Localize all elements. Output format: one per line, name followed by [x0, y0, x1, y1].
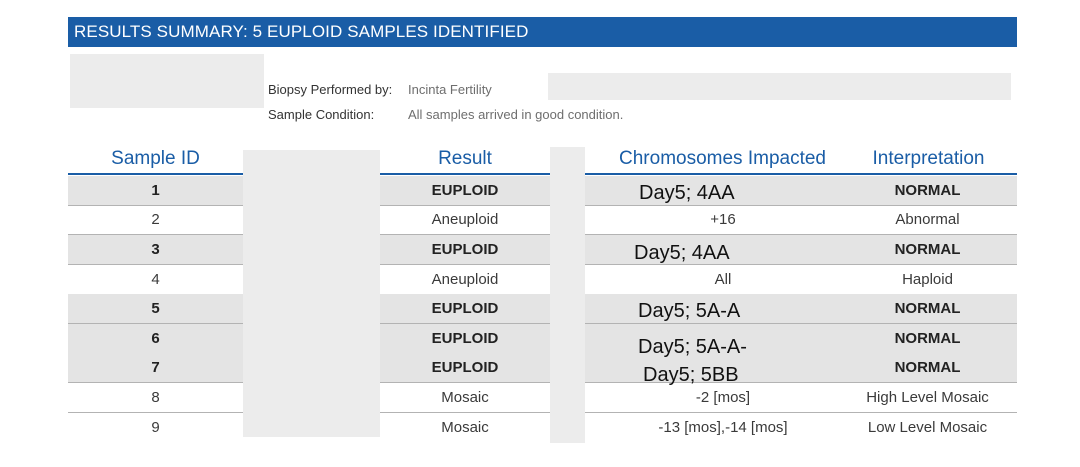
header-result: Result: [380, 147, 550, 175]
result-cell: EUPLOID: [431, 330, 499, 347]
redacted-block-header-right: [548, 73, 1011, 100]
chromosomes-cell: All: [714, 271, 732, 288]
sample-id-cell: 5: [151, 300, 160, 317]
header-chromosomes: Chromosomes Impacted: [585, 147, 860, 175]
result-cell: EUPLOID: [431, 359, 499, 376]
interpretation-cell: High Level Mosaic: [866, 389, 989, 406]
redacted-column: [550, 147, 585, 443]
chromosomes-overlay-text: Day5; 5A-A-: [638, 336, 747, 358]
table-row: 1 EUPLOID NORMAL: [68, 176, 1017, 206]
interpretation-cell: NORMAL: [894, 182, 961, 199]
result-cell: Mosaic: [441, 389, 489, 406]
interpretation-cell: NORMAL: [894, 300, 961, 317]
interpretation-cell: Abnormal: [895, 211, 960, 228]
chromosomes-overlay-text: Day5; 5BB: [643, 364, 739, 386]
sample-id-cell: 9: [151, 419, 160, 436]
header-interpretation: Interpretation: [872, 148, 985, 169]
chromosomes-overlay-text: Day5; 5A-A: [638, 300, 741, 322]
table-row: 6 EUPLOID NORMAL: [68, 324, 1017, 354]
chromosomes-cell: -2 [mos]: [695, 389, 751, 406]
interpretation-cell: NORMAL: [894, 359, 961, 376]
result-cell: Aneuploid: [431, 211, 499, 228]
result-cell: EUPLOID: [431, 241, 499, 258]
condition-value: All samples arrived in good condition.: [408, 107, 624, 122]
chromosomes-overlay-text: Day5; 4AA: [634, 242, 730, 264]
sample-id-cell: 8: [151, 389, 160, 406]
table-row: 9 Mosaic -13 [mos],-14 [mos] Low Level M…: [68, 413, 1017, 443]
sample-id-cell: 6: [151, 330, 160, 347]
interpretation-cell: NORMAL: [894, 241, 961, 258]
chromosomes-cell: +16: [710, 211, 736, 228]
results-banner: RESULTS SUMMARY: 5 EUPLOID SAMPLES IDENT…: [68, 17, 1017, 47]
table-row: 5 EUPLOID NORMAL: [68, 294, 1017, 324]
redacted-block-logo: [70, 54, 264, 108]
sample-id-cell: 7: [151, 359, 160, 376]
redacted-column: [243, 150, 380, 437]
biopsy-value: Incinta Fertility: [408, 82, 492, 97]
header-underline-interpretation: [860, 173, 1017, 175]
result-cell: Mosaic: [441, 419, 489, 436]
condition-label: Sample Condition:: [268, 107, 375, 122]
chromosomes-cell: -13 [mos],-14 [mos]: [658, 419, 788, 436]
sample-id-cell: 1: [151, 182, 160, 199]
result-cell: EUPLOID: [431, 300, 499, 317]
table-row: 3 EUPLOID NORMAL: [68, 235, 1017, 265]
biopsy-label: Biopsy Performed by:: [268, 82, 393, 97]
table-row: 2 Aneuploid +16 Abnormal: [68, 205, 1017, 235]
interpretation-cell: Low Level Mosaic: [867, 419, 988, 436]
table-row: 4 Aneuploid All Haploid: [68, 265, 1017, 295]
header-sample-id: Sample ID: [68, 147, 243, 175]
table-row: 8 Mosaic -2 [mos] High Level Mosaic: [68, 383, 1017, 413]
interpretation-cell: Haploid: [902, 271, 953, 288]
interpretation-cell: NORMAL: [894, 330, 961, 347]
chromosomes-overlay-text: Day5; 4AA: [639, 182, 735, 204]
table-row: 7 EUPLOID NORMAL: [68, 353, 1017, 383]
result-cell: EUPLOID: [431, 182, 499, 199]
sample-id-cell: 4: [151, 271, 160, 288]
result-cell: Aneuploid: [431, 271, 499, 288]
sample-id-cell: 3: [151, 241, 160, 258]
sample-id-cell: 2: [151, 211, 160, 228]
